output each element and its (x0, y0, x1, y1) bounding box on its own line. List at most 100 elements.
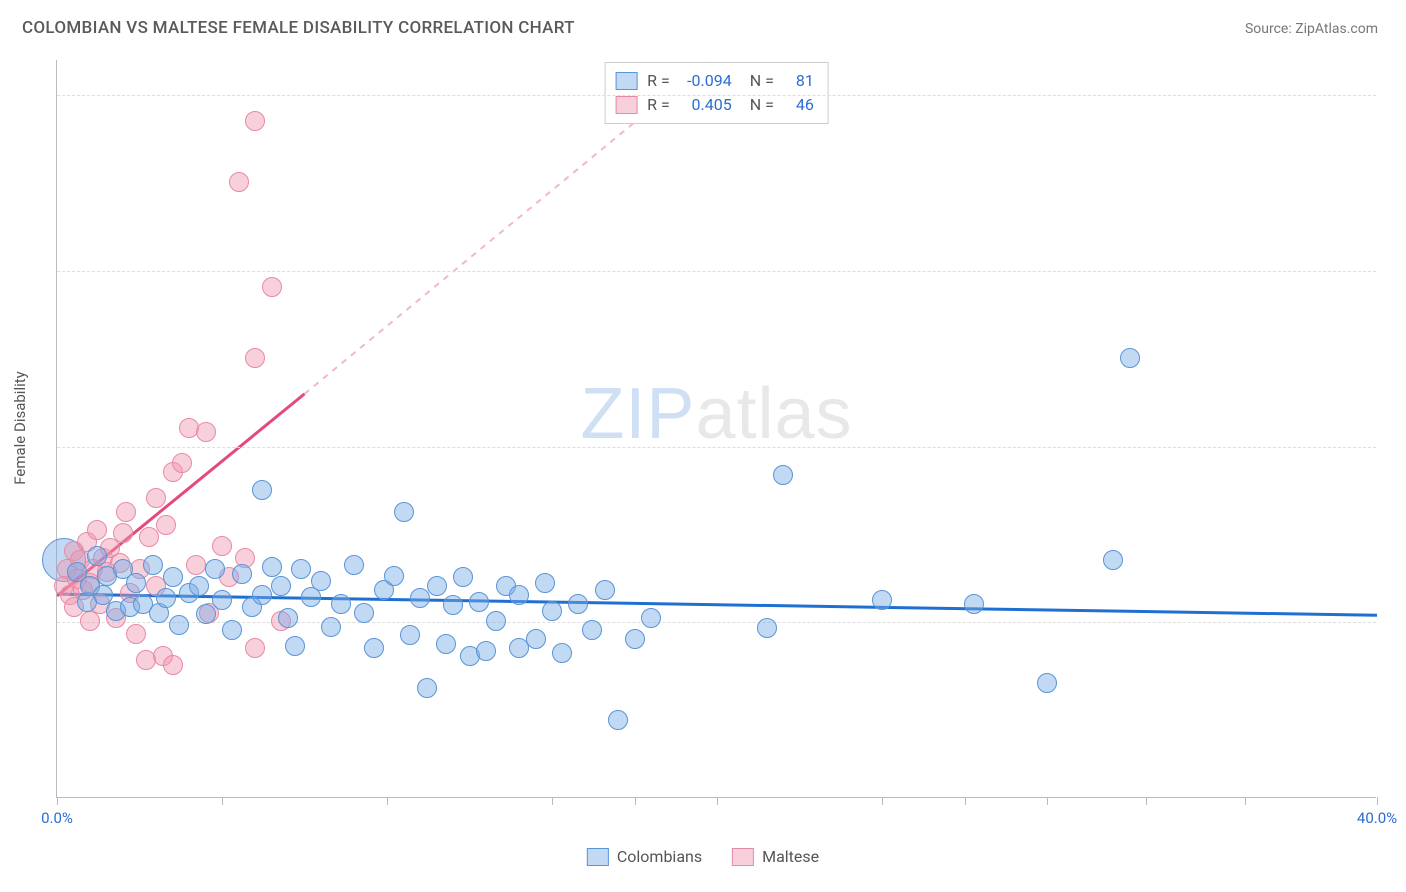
plot-region: ZIPatlas R =-0.094N =81R =0.405N =46 10.… (56, 60, 1376, 798)
marker-colombians (384, 566, 404, 586)
marker-maltese (80, 611, 100, 631)
marker-maltese (196, 422, 216, 442)
chart-area: Female Disability ZIPatlas R =-0.094N =8… (50, 58, 1376, 798)
marker-colombians (205, 559, 225, 579)
marker-colombians (285, 636, 305, 656)
marker-colombians (552, 643, 572, 663)
marker-maltese (113, 523, 133, 543)
legend-label: Colombians (617, 847, 702, 866)
x-tick (222, 797, 223, 805)
x-tick (882, 797, 883, 805)
marker-colombians (542, 601, 562, 621)
y-axis-title: Female Disability (11, 371, 29, 485)
marker-colombians (196, 604, 216, 624)
marker-colombians (410, 588, 430, 608)
marker-colombians (156, 588, 176, 608)
x-tick (387, 797, 388, 805)
gridline (57, 95, 1376, 96)
marker-colombians (163, 567, 183, 587)
marker-colombians (568, 594, 588, 614)
legend-swatch (615, 72, 637, 90)
marker-colombians (311, 571, 331, 591)
marker-colombians (427, 576, 447, 596)
marker-colombians (232, 564, 252, 584)
marker-colombians (364, 638, 384, 658)
y-tick-label: 10.0% (1386, 613, 1406, 631)
marker-maltese (172, 453, 192, 473)
x-tick (1245, 797, 1246, 805)
stat-row: R =-0.094N =81 (615, 69, 814, 93)
marker-maltese (245, 638, 265, 658)
marker-colombians (964, 594, 984, 614)
marker-colombians (486, 611, 506, 631)
x-tick (57, 797, 58, 805)
chart-title: COLOMBIAN VS MALTESE FEMALE DISABILITY C… (22, 18, 575, 38)
n-value: 81 (784, 69, 814, 93)
marker-colombians (169, 615, 189, 635)
legend-swatch (732, 848, 754, 866)
marker-maltese (262, 277, 282, 297)
marker-maltese (116, 502, 136, 522)
marker-colombians (271, 576, 291, 596)
gridline (57, 622, 1376, 623)
gridline (57, 447, 1376, 448)
x-tick (1377, 797, 1378, 805)
marker-colombians (400, 625, 420, 645)
marker-maltese (229, 172, 249, 192)
x-tick (965, 797, 966, 805)
marker-colombians (354, 603, 374, 623)
marker-colombians (331, 594, 351, 614)
watermark-zip: ZIP (580, 374, 695, 454)
stat-box: R =-0.094N =81R =0.405N =46 (604, 62, 829, 124)
marker-colombians (1120, 348, 1140, 368)
legend-item: Maltese (732, 847, 819, 866)
marker-maltese (186, 555, 206, 575)
marker-maltese (87, 520, 107, 540)
r-value: -0.094 (680, 69, 732, 93)
y-tick-label: 30.0% (1386, 262, 1406, 280)
marker-maltese (146, 488, 166, 508)
marker-colombians (469, 592, 489, 612)
x-tick (635, 797, 636, 805)
marker-maltese (245, 111, 265, 131)
marker-colombians (509, 585, 529, 605)
x-tick (1146, 797, 1147, 805)
legend-swatch (587, 848, 609, 866)
marker-colombians (394, 502, 414, 522)
marker-colombians (608, 710, 628, 730)
x-tick (717, 797, 718, 805)
r-label: R = (647, 93, 670, 117)
n-value: 46 (784, 93, 814, 117)
marker-colombians (417, 678, 437, 698)
marker-colombians (625, 629, 645, 649)
marker-colombians (641, 608, 661, 628)
source-label: Source: ZipAtlas.com (1245, 21, 1378, 37)
y-tick-label: 20.0% (1386, 438, 1406, 456)
marker-colombians (321, 617, 341, 637)
marker-colombians (189, 576, 209, 596)
marker-colombians (262, 557, 282, 577)
x-tick (552, 797, 553, 805)
marker-colombians (436, 634, 456, 654)
marker-colombians (344, 555, 364, 575)
marker-maltese (163, 655, 183, 675)
bottom-legend: Colombians Maltese (587, 847, 819, 866)
legend-swatch (615, 96, 637, 114)
marker-colombians (535, 573, 555, 593)
marker-colombians (278, 608, 298, 628)
x-tick-label: 40.0% (1357, 809, 1397, 827)
marker-maltese (245, 348, 265, 368)
marker-colombians (1037, 673, 1057, 693)
marker-maltese (139, 527, 159, 547)
watermark-atlas: atlas (695, 374, 852, 454)
r-value: 0.405 (680, 93, 732, 117)
marker-colombians (872, 590, 892, 610)
marker-colombians (143, 555, 163, 575)
y-tick-label: 40.0% (1386, 86, 1406, 104)
x-tick-label: 0.0% (41, 809, 73, 827)
watermark: ZIPatlas (580, 373, 852, 455)
legend-label: Maltese (762, 847, 819, 866)
marker-colombians (443, 595, 463, 615)
marker-colombians (222, 620, 242, 640)
marker-colombians (87, 546, 107, 566)
